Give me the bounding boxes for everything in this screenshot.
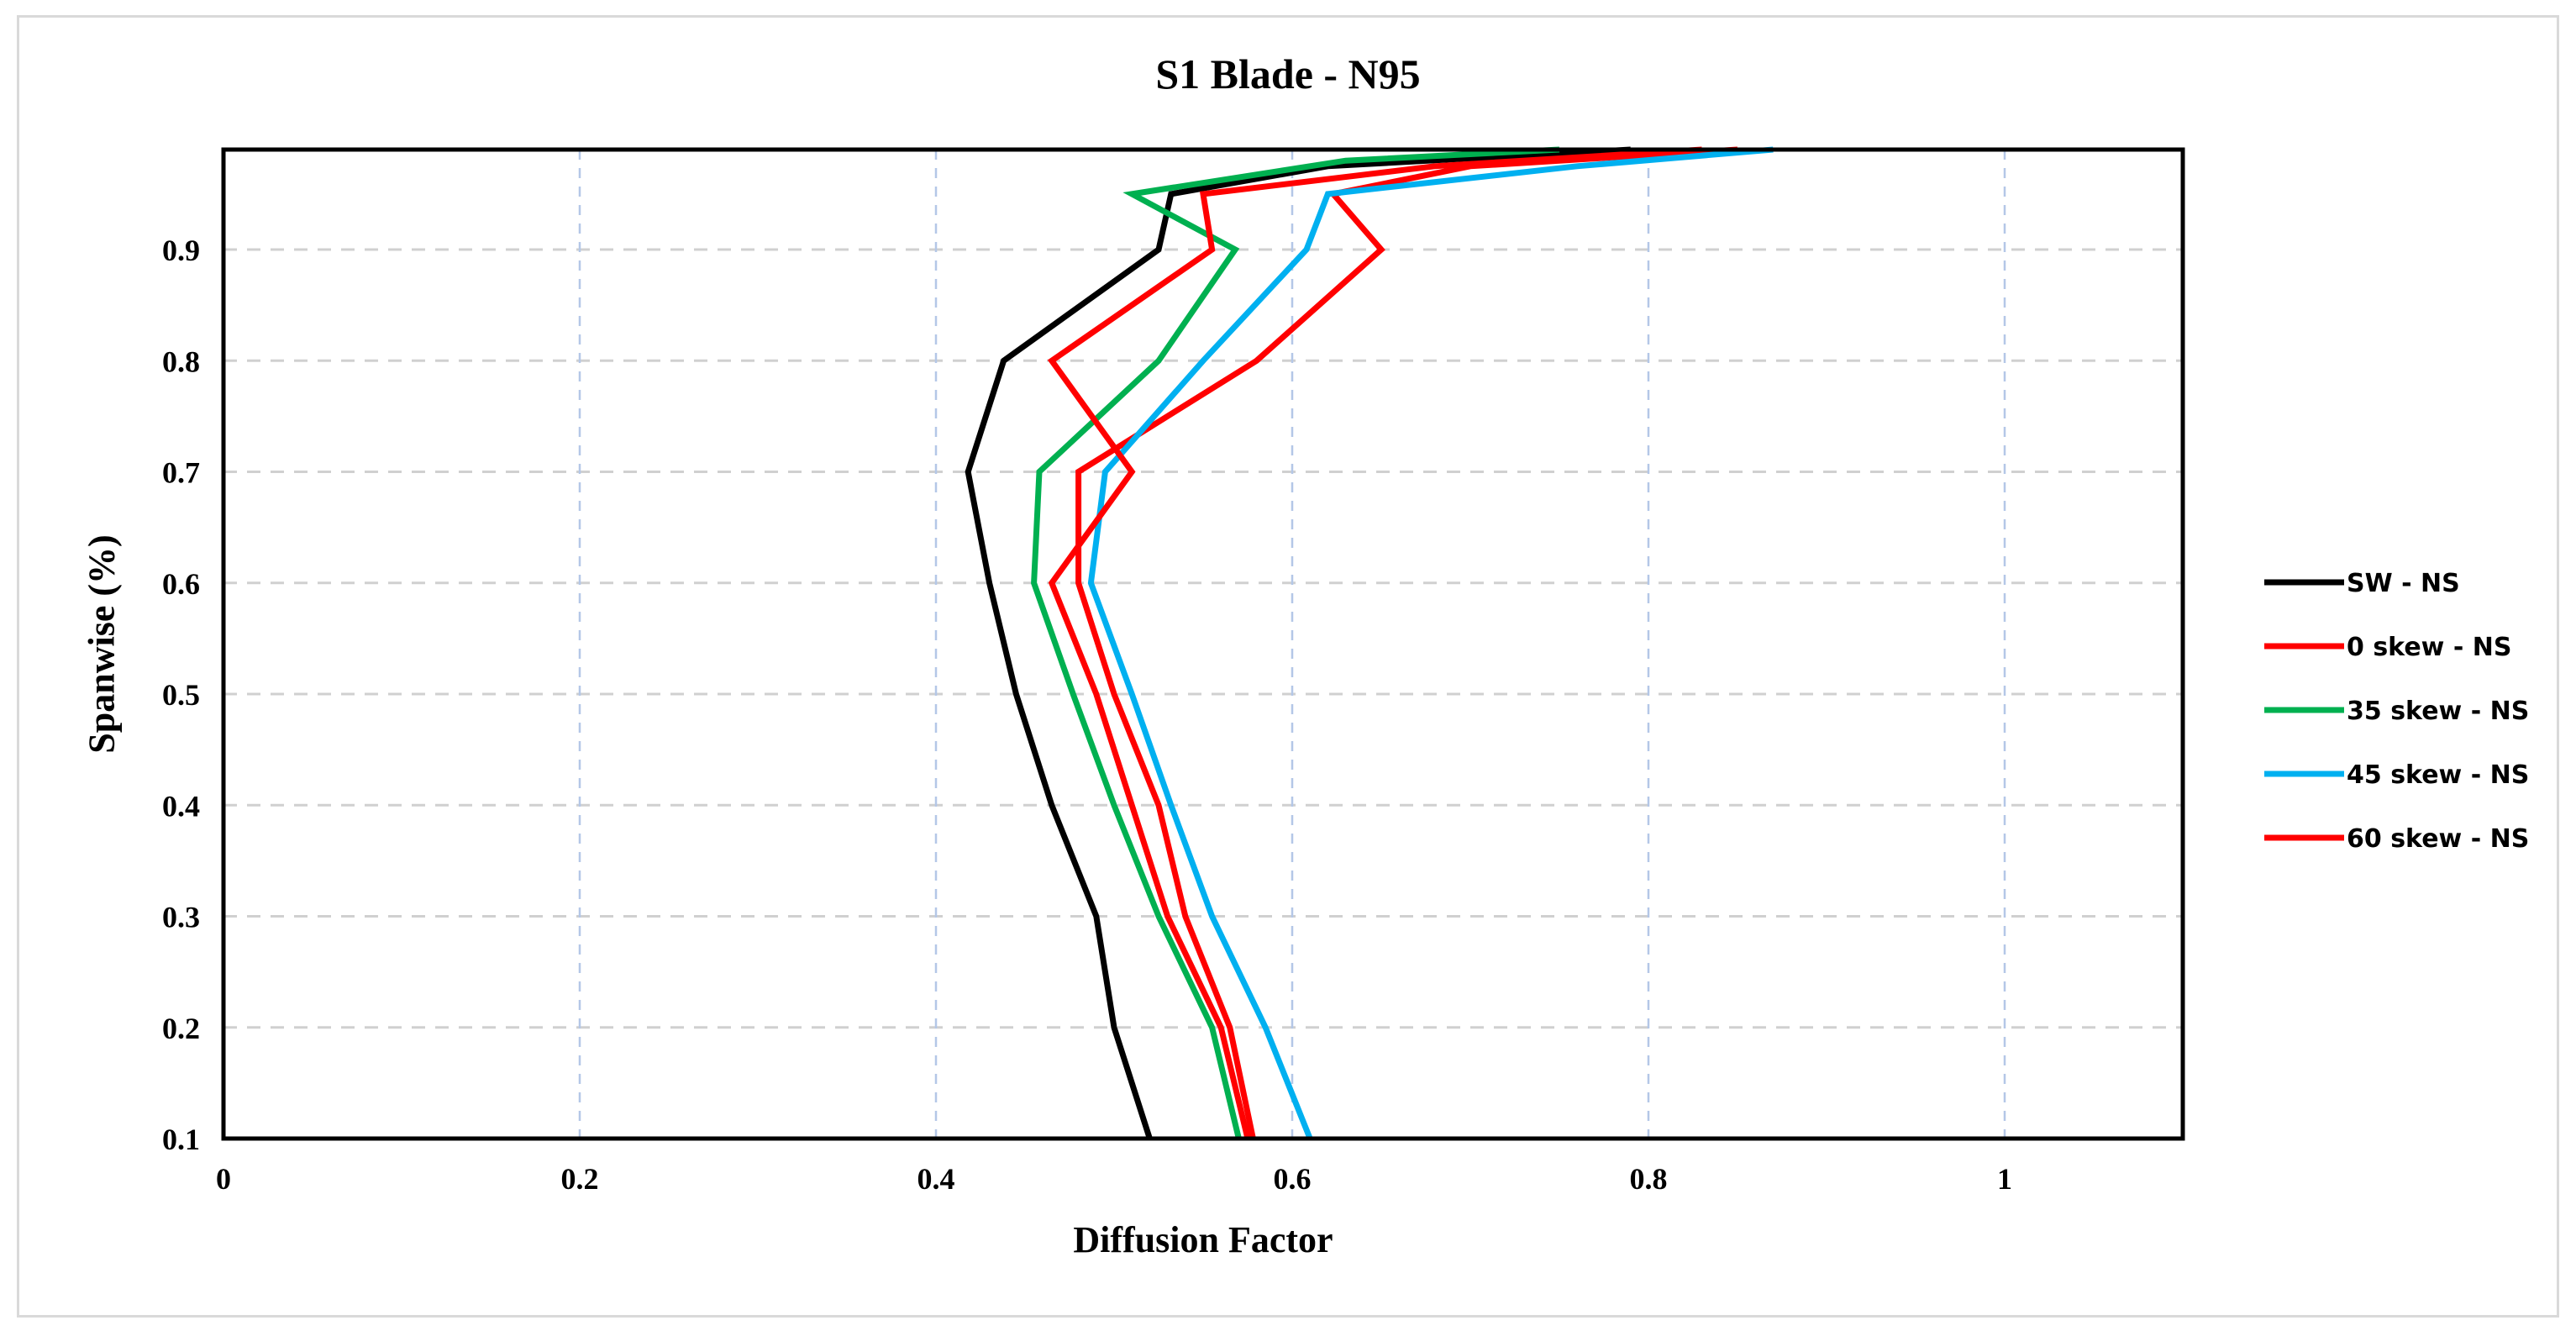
y-tick-label: 0.1: [162, 1123, 200, 1156]
y-axis-title: Spanwise (%): [81, 534, 122, 753]
x-tick-label: 0.4: [917, 1162, 955, 1196]
y-tick-labels: 0.1 0.2 0.3 0.4 0.5 0.6 0.7 0.8 0.9: [162, 234, 200, 1156]
legend-item: 45 skew - NS: [2264, 760, 2529, 790]
y-tick-label: 0.9: [162, 234, 200, 267]
y-tick-label: 0.6: [162, 567, 200, 601]
legend-label: SW - NS: [2347, 569, 2460, 598]
legend-label: 35 skew - NS: [2347, 697, 2529, 726]
legend-label: 45 skew - NS: [2347, 760, 2529, 790]
series-line-1: [1075, 146, 1738, 1139]
series-line-4: [1047, 146, 1702, 1139]
legend-item: 35 skew - NS: [2264, 697, 2529, 726]
series-line-0: [965, 146, 1631, 1140]
y-tick-label: 0.8: [162, 345, 200, 378]
legend-label: 0 skew - NS: [2347, 633, 2511, 662]
y-tick-label: 0.2: [162, 1012, 200, 1045]
y-tick-label: 0.5: [162, 678, 200, 712]
y-tick-label: 0.7: [162, 456, 200, 490]
legend-item: 60 skew - NS: [2264, 824, 2529, 854]
legend-item: SW - NS: [2264, 569, 2460, 598]
y-tick-label: 0.4: [162, 789, 200, 823]
x-tick-label: 0: [216, 1162, 231, 1196]
series-line-2: [1031, 146, 1560, 1139]
x-tick-label: 0.2: [561, 1162, 599, 1196]
x-tick-labels: 0 0.2 0.4 0.6 0.8 1: [216, 1162, 2012, 1196]
chart-title: S1 Blade - N95: [1155, 50, 1420, 97]
y-tick-label: 0.3: [162, 901, 200, 934]
x-tick-label: 1: [1997, 1162, 2012, 1196]
gridlines: [223, 150, 2183, 1139]
x-tick-label: 0.8: [1630, 1162, 1668, 1196]
x-tick-label: 0.6: [1274, 1162, 1312, 1196]
legend-label: 60 skew - NS: [2347, 824, 2529, 854]
legend-item: 0 skew - NS: [2264, 633, 2511, 662]
legend: SW - NS 0 skew - NS 35 skew - NS 45 skew - …: [2264, 569, 2529, 854]
series-layer: [965, 146, 1774, 1140]
chart-frame: [17, 15, 2559, 1318]
series-line-3: [1087, 146, 1774, 1140]
x-axis-title: Diffusion Factor: [1073, 1219, 1333, 1260]
